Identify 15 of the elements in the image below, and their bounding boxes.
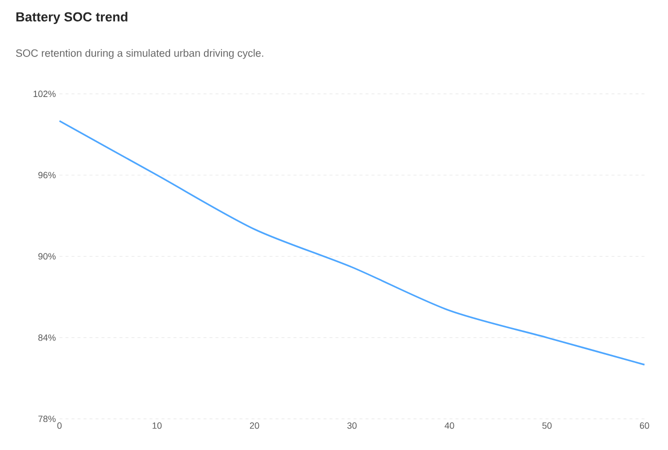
y-tick-label: 102% <box>34 90 56 98</box>
y-tick-label: 78% <box>38 416 56 422</box>
x-tick-label: 0 <box>57 422 62 429</box>
x-tick-label: 20 <box>250 422 260 429</box>
y-tick-label: 96% <box>38 172 56 178</box>
y-tick-label: 84% <box>38 334 56 341</box>
y-tick-label: 90% <box>38 253 56 260</box>
x-tick-label: 40 <box>444 422 454 429</box>
chart-title: Battery SOC trend <box>16 12 128 24</box>
line-series <box>58 120 646 366</box>
x-tick-label: 30 <box>347 422 357 429</box>
x-tick-label: 50 <box>542 422 552 429</box>
chart-subtitle: SOC retention during a simulated urban driving cycle. <box>16 49 264 59</box>
x-tick-label: 10 <box>152 422 162 429</box>
x-tick-label: 60 <box>640 422 650 429</box>
